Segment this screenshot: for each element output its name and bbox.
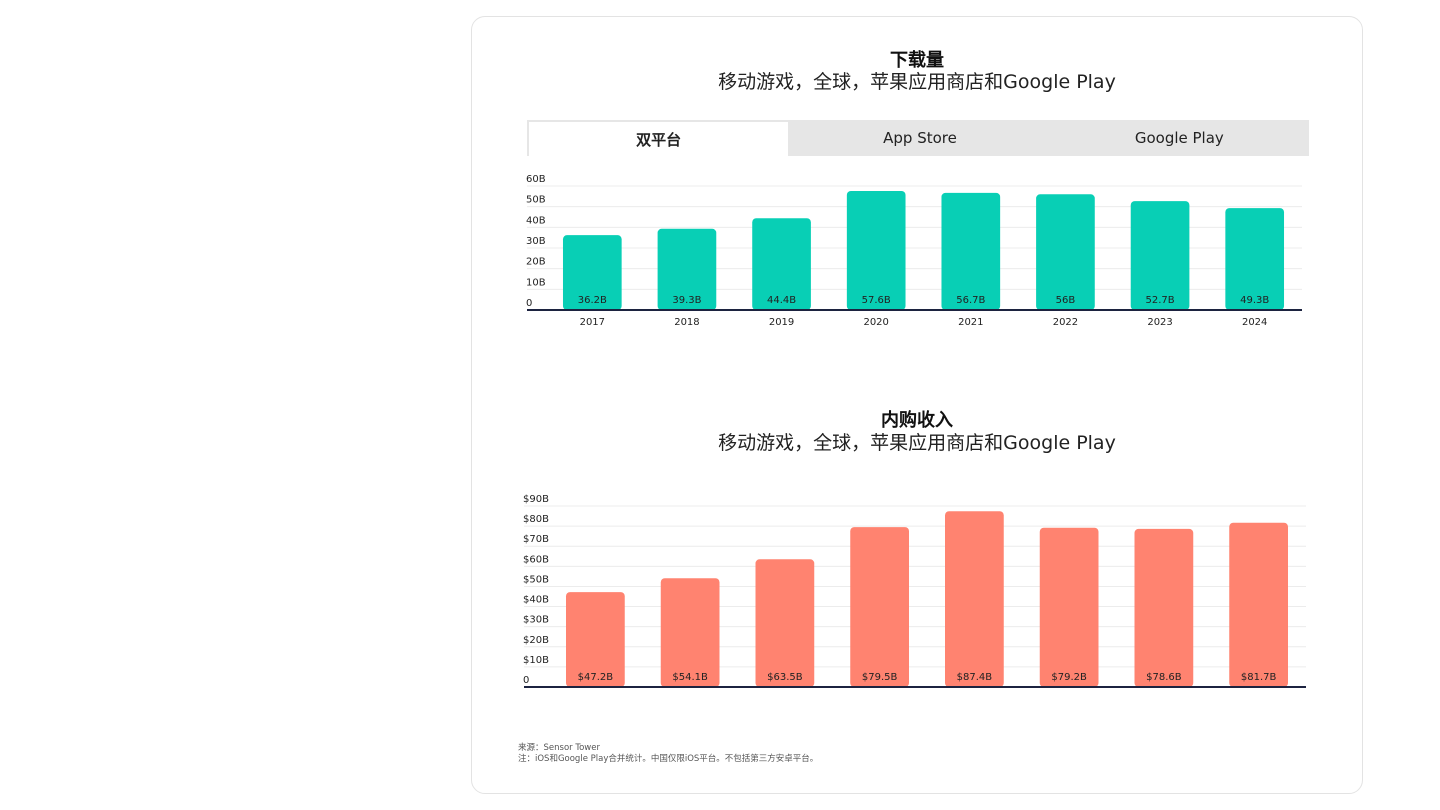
bar (660, 578, 720, 687)
data-label: 36.2B (578, 295, 607, 306)
x-tick-label: 2018 (674, 317, 699, 328)
downloads-subtitle: 移动游戏，全球，苹果应用商店和Google Play (718, 71, 1116, 93)
revenue-title: 内购收入 (881, 410, 953, 431)
bar (850, 527, 909, 687)
data-label: $79.2B (1051, 672, 1087, 683)
bar (562, 235, 622, 310)
y-tick-label: 60B (526, 174, 546, 185)
bar (1225, 208, 1285, 310)
data-label: 57.6B (862, 295, 891, 306)
bar (566, 592, 625, 687)
bar (752, 218, 811, 310)
y-tick-label: 0 (526, 298, 532, 309)
y-tick-label: 20B (526, 257, 546, 268)
y-tick-label: 50B (526, 195, 546, 206)
tab-both-platforms[interactable]: 双平台 (527, 120, 791, 156)
y-tick-label: $60B (523, 554, 549, 565)
tab-app-store[interactable]: App Store (883, 129, 957, 147)
chart-card: 下载量 移动游戏，全球，苹果应用商店和Google Play 双平台 App S… (471, 16, 1363, 794)
bar (1036, 194, 1095, 310)
data-label: 44.4B (767, 295, 796, 306)
y-tick-label: $20B (523, 635, 549, 646)
data-label: $79.5B (862, 672, 898, 683)
bar (1130, 201, 1190, 310)
x-tick-label: 2017 (580, 317, 605, 328)
y-tick-label: $40B (523, 595, 549, 606)
data-label: $81.7B (1241, 672, 1277, 683)
y-tick-label: 40B (526, 215, 546, 226)
y-tick-label: 0 (523, 675, 529, 686)
data-label: $47.2B (578, 672, 614, 683)
data-label: $54.1B (672, 672, 708, 683)
data-label: $78.6B (1146, 672, 1182, 683)
revenue-subtitle: 移动游戏，全球，苹果应用商店和Google Play (718, 432, 1116, 454)
footnote-note: 注：iOS和Google Play合并统计。中国仅限iOS平台。不包括第三方安卓… (518, 754, 819, 764)
data-label: 56.7B (956, 295, 985, 306)
x-tick-label: 2021 (958, 317, 983, 328)
x-tick-label: 2019 (769, 317, 794, 328)
x-tick-label: 2024 (1242, 317, 1267, 328)
x-tick-label: 2020 (863, 317, 888, 328)
y-tick-label: $30B (523, 615, 549, 626)
platform-tabs: 双平台 App Store Google Play (527, 120, 1309, 156)
data-label: $87.4B (957, 672, 993, 683)
data-label: 39.3B (672, 295, 701, 306)
y-tick-label: $70B (523, 534, 549, 545)
y-tick-label: $50B (523, 574, 549, 585)
x-tick-label: 2022 (1053, 317, 1078, 328)
footnote-source: 来源：Sensor Tower (518, 743, 600, 753)
bar (846, 190, 906, 310)
downloads-chart: 0 10B 20B 30B 40B 50B 60B 36.2B 2017 39.3B 2018 44.… (526, 174, 1302, 328)
bar (1134, 528, 1194, 687)
y-tick-label: $10B (523, 655, 549, 666)
bar (945, 511, 1004, 687)
tab-google-play[interactable]: Google Play (1134, 129, 1224, 147)
y-tick-label: 30B (526, 236, 546, 247)
downloads-title: 下载量 (890, 50, 944, 71)
y-tick-label: $90B (523, 494, 549, 505)
bar (941, 192, 1001, 310)
data-label: 52.7B (1145, 295, 1174, 306)
revenue-chart: 0 $10B $20B $30B $40B $50B $60B $70B $80B $90B $47… (523, 494, 1306, 688)
data-label: $63.5B (767, 672, 803, 683)
bar (1229, 522, 1288, 687)
y-tick-label: 10B (526, 277, 546, 288)
bar (1039, 527, 1099, 687)
bar (755, 559, 815, 687)
data-label: 49.3B (1240, 295, 1269, 306)
footnote: 来源：Sensor Tower 注：iOS和Google Play合并统计。中国… (518, 743, 818, 765)
x-tick-label: 2023 (1147, 317, 1172, 328)
bar (657, 228, 717, 310)
y-tick-label: $80B (523, 514, 549, 525)
data-label: 56B (1056, 295, 1076, 306)
